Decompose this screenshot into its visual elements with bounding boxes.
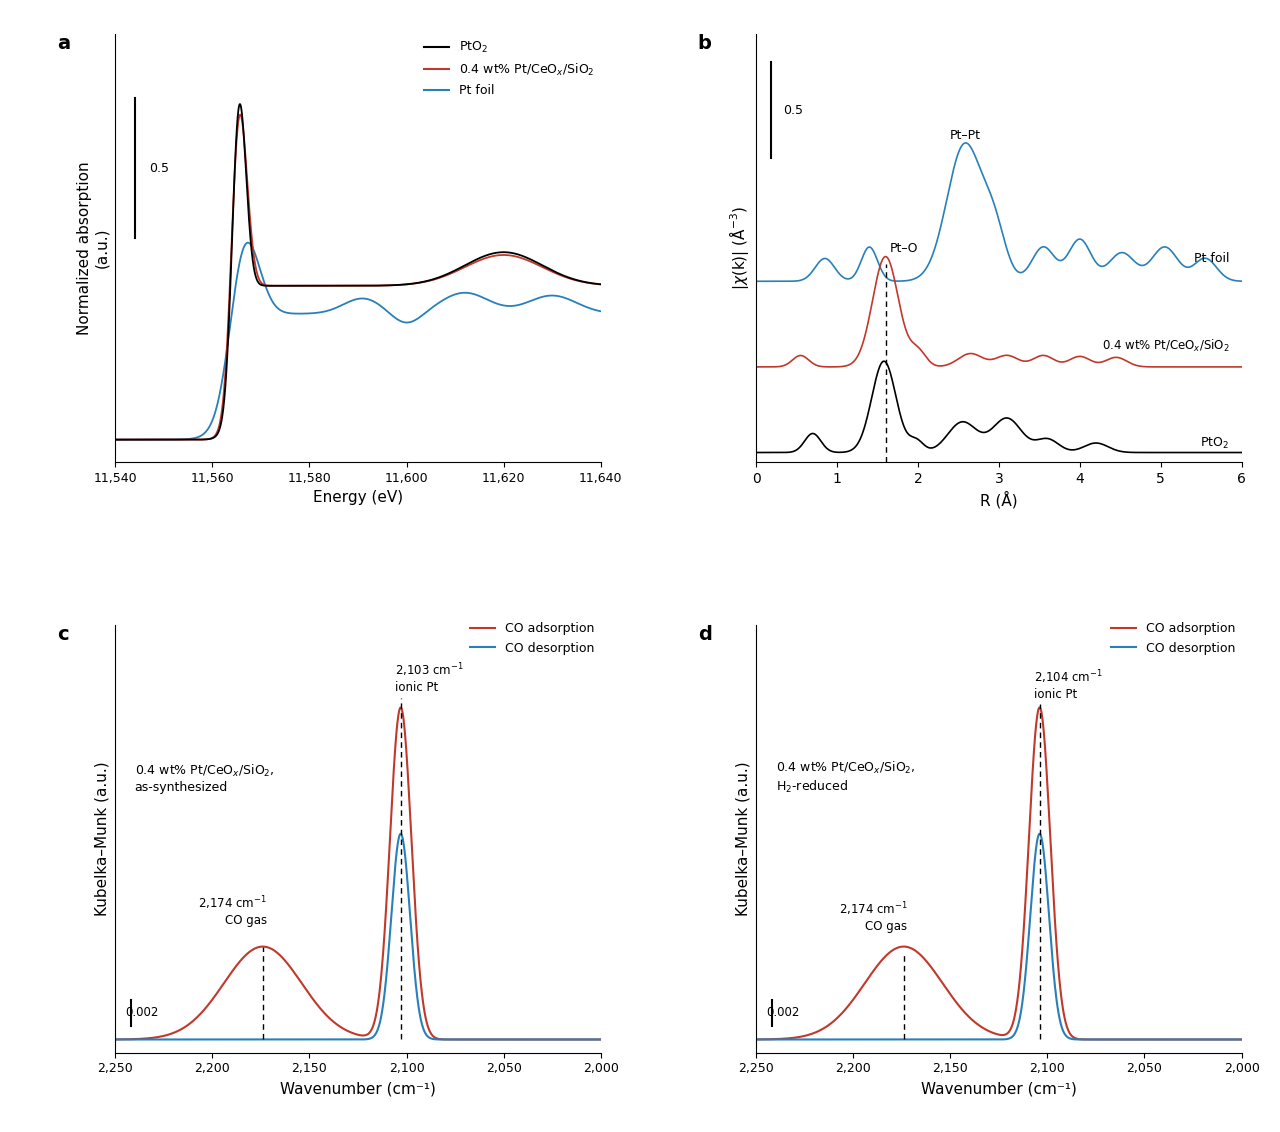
- Text: 2,174 cm$^{-1}$
CO gas: 2,174 cm$^{-1}$ CO gas: [838, 901, 908, 933]
- Text: 2,104 cm$^{-1}$
ionic Pt: 2,104 cm$^{-1}$ ionic Pt: [1034, 668, 1102, 701]
- Text: b: b: [698, 34, 712, 53]
- Legend: CO adsorption, CO desorption: CO adsorption, CO desorption: [470, 623, 594, 654]
- Text: c: c: [56, 625, 69, 644]
- Y-axis label: Kubelka–Munk (a.u.): Kubelka–Munk (a.u.): [95, 762, 110, 916]
- Text: 2,103 cm$^{-1}$
ionic Pt: 2,103 cm$^{-1}$ ionic Pt: [394, 662, 463, 694]
- X-axis label: Wavenumber (cm⁻¹): Wavenumber (cm⁻¹): [280, 1081, 436, 1096]
- Text: Pt–O: Pt–O: [890, 241, 918, 255]
- Y-axis label: Normalized absorption
(a.u.): Normalized absorption (a.u.): [77, 161, 110, 335]
- Y-axis label: Kubelka–Munk (a.u.): Kubelka–Munk (a.u.): [736, 762, 750, 916]
- Text: 0.4 wt% Pt/CeO$_x$/SiO$_2$,
H$_2$-reduced: 0.4 wt% Pt/CeO$_x$/SiO$_2$, H$_2$-reduce…: [776, 760, 915, 795]
- Text: 0.002: 0.002: [125, 1006, 159, 1020]
- Text: 2,174 cm$^{-1}$
CO gas: 2,174 cm$^{-1}$ CO gas: [198, 894, 266, 927]
- Text: a: a: [56, 34, 70, 53]
- X-axis label: Energy (eV): Energy (eV): [312, 490, 403, 505]
- Text: 0.4 wt% Pt/CeO$_x$/SiO$_2$: 0.4 wt% Pt/CeO$_x$/SiO$_2$: [1102, 337, 1230, 354]
- Text: Pt–Pt: Pt–Pt: [950, 129, 980, 143]
- Text: 0.5: 0.5: [783, 103, 803, 117]
- Text: 0.4 wt% Pt/CeO$_x$/SiO$_2$,
as-synthesized: 0.4 wt% Pt/CeO$_x$/SiO$_2$, as-synthesiz…: [134, 763, 274, 794]
- Y-axis label: |$\chi$(k)| ($\mathrm{\AA}^{-3}$): |$\chi$(k)| ($\mathrm{\AA}^{-3}$): [727, 206, 750, 290]
- Text: Pt foil: Pt foil: [1194, 252, 1230, 265]
- Text: PtO$_2$: PtO$_2$: [1201, 436, 1230, 451]
- X-axis label: Wavenumber (cm⁻¹): Wavenumber (cm⁻¹): [920, 1081, 1076, 1096]
- Legend: PtO$_2$, 0.4 wt% Pt/CeO$_x$/SiO$_2$, Pt foil: PtO$_2$, 0.4 wt% Pt/CeO$_x$/SiO$_2$, Pt …: [424, 41, 594, 97]
- X-axis label: R (Å): R (Å): [980, 491, 1018, 508]
- Text: 0.5: 0.5: [150, 162, 169, 174]
- Text: 0.002: 0.002: [765, 1006, 799, 1020]
- Legend: CO adsorption, CO desorption: CO adsorption, CO desorption: [1111, 623, 1235, 654]
- Text: d: d: [698, 625, 712, 644]
